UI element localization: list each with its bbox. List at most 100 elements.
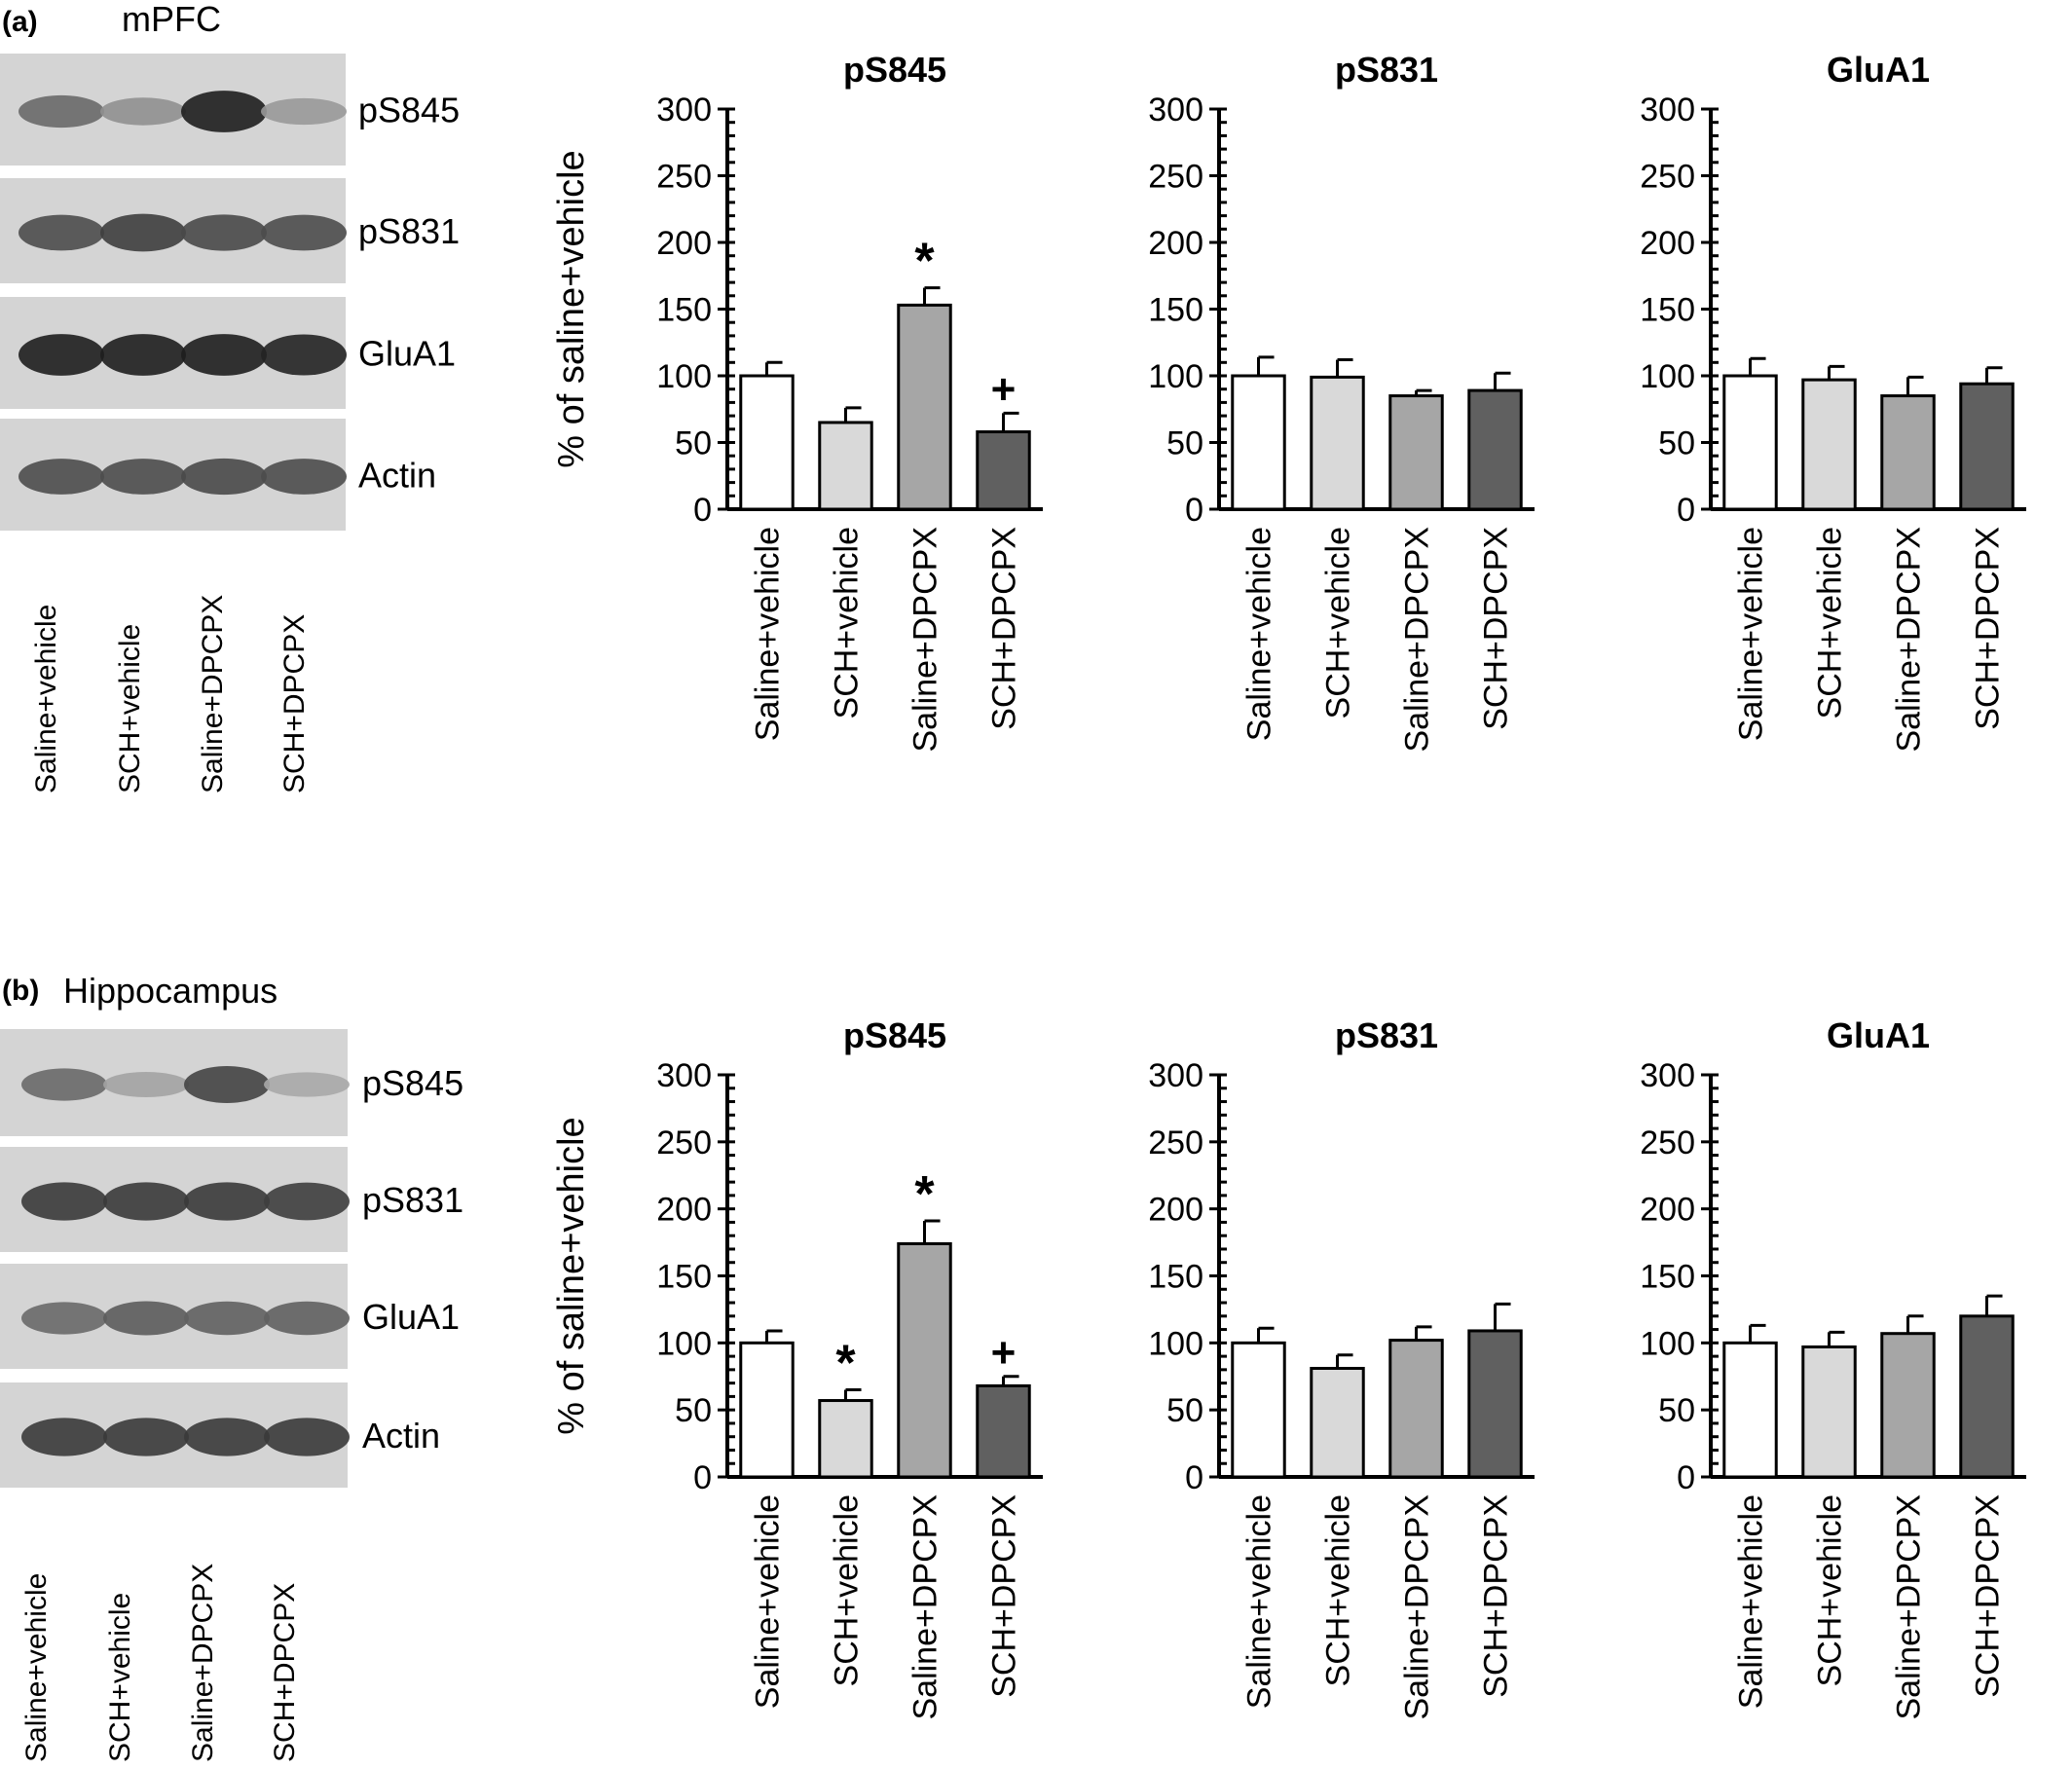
y-tick-label: 150 [1148, 1259, 1203, 1296]
bar [818, 421, 873, 511]
blot-row-glua1: GluA1 [0, 297, 456, 409]
blot-band [100, 459, 186, 495]
blot-band [184, 1418, 270, 1456]
blot-band [184, 1066, 270, 1103]
y-tick-label: 200 [1640, 225, 1695, 262]
bar [1959, 1314, 2015, 1479]
y-tick-label: 200 [1148, 1192, 1203, 1229]
y-tick-label: 250 [656, 1124, 712, 1161]
chart-title: pS831 [1335, 1015, 1438, 1055]
region-label: mPFC [122, 0, 221, 39]
y-tick-label: 100 [656, 1325, 712, 1362]
blot-band [261, 214, 347, 251]
blot-band [100, 334, 186, 376]
y-tick-label: 100 [1640, 1325, 1695, 1362]
panel-label: (b) [2, 975, 39, 1007]
y-tick-label: 150 [1640, 1259, 1695, 1296]
y-tick-label: 150 [656, 292, 712, 329]
chart-title: GluA1 [1827, 50, 1930, 90]
x-tick-label: Saline+DPCPX [1891, 527, 1928, 753]
bar [1722, 1341, 1778, 1479]
blot-band [21, 1418, 107, 1456]
blot-label: pS845 [362, 1063, 463, 1103]
y-tick-label: 250 [1148, 159, 1203, 196]
region-label: Hippocampus [63, 971, 278, 1011]
y-tick-label: 200 [1148, 225, 1203, 262]
y-tick-label: 250 [1148, 1124, 1203, 1161]
lane-label: Saline+vehicle [30, 605, 62, 793]
x-tick-label: Saline+vehicle [750, 527, 787, 741]
x-tick-label: SCH+DPCPX [1970, 527, 2007, 730]
blot-band [181, 214, 267, 251]
lane-label: SCH+DPCPX [269, 1583, 301, 1762]
y-tick-label: 50 [675, 425, 712, 462]
significance-mark: * [914, 1166, 935, 1223]
bar [1388, 1339, 1444, 1479]
chart-ps845-a: pS845 0 50 100 150 200 250 300 % of saline+vehic… [551, 50, 1043, 753]
chart-ps845-b: pS845 0 50 100 150 200 250 300 % of saline+vehic… [551, 1015, 1043, 1720]
y-tick-label: 150 [1148, 292, 1203, 329]
x-tick-label: Saline+DPCPX [1399, 527, 1436, 753]
blot-label: GluA1 [362, 1297, 460, 1337]
blot-band [184, 1301, 270, 1336]
bar [897, 1241, 952, 1479]
x-tick-label: SCH+vehicle [1812, 1494, 1849, 1686]
lane-label: SCH+vehicle [104, 1593, 136, 1762]
bar [739, 1341, 795, 1479]
blot-label: pS831 [362, 1180, 463, 1220]
y-tick-label: 0 [693, 1459, 712, 1496]
x-tick-label: Saline+vehicle [1733, 1494, 1770, 1709]
blot-label: GluA1 [358, 334, 456, 374]
bar [897, 303, 952, 511]
y-tick-label: 250 [1640, 159, 1695, 196]
y-tick-label: 0 [1677, 492, 1695, 529]
y-tick-label: 0 [1185, 1459, 1203, 1496]
significance-mark: + [991, 365, 1017, 413]
x-tick-label: SCH+DPCPX [986, 1494, 1023, 1698]
y-tick-label: 200 [656, 1192, 712, 1229]
x-tick-label: Saline+DPCPX [907, 1494, 944, 1720]
blot-band [181, 458, 267, 496]
blot-band [264, 1301, 350, 1336]
y-tick-label: 0 [693, 492, 712, 529]
blot-band [264, 1418, 350, 1456]
blot-band [264, 1072, 350, 1097]
y-tick-label: 50 [1166, 425, 1203, 462]
lane-label: Saline+DPCPX [197, 595, 229, 793]
bar [1959, 382, 2015, 511]
y-tick-label: 300 [1640, 92, 1695, 129]
blot-label: pS845 [358, 91, 460, 130]
blot-row-glua1: GluA1 [0, 1264, 460, 1369]
blot-band [21, 1182, 107, 1221]
blot-row-ps845: pS845 [0, 54, 460, 166]
bar [1880, 394, 1936, 511]
y-tick-label: 50 [1166, 1392, 1203, 1429]
blot-band [103, 1072, 189, 1097]
blot-row-ps831: pS831 [0, 1147, 463, 1252]
blot-band [264, 1182, 350, 1221]
x-tick-label: SCH+DPCPX [986, 527, 1023, 730]
y-axis-label: % of saline+vehicle [551, 1117, 592, 1434]
blot-row-actin: Actin [0, 1382, 440, 1488]
chart-title: pS831 [1335, 50, 1438, 90]
chart-title: pS845 [843, 1015, 946, 1055]
chart-ps831-b: pS831 0 50 100 150 200 250 300 Saline+vehicle SCH… [1148, 1015, 1535, 1720]
blot-band [18, 94, 104, 129]
bar [1467, 1329, 1523, 1479]
x-tick-label: Saline+DPCPX [907, 527, 944, 753]
chart-glua1-a: GluA1 0 50 100 150 200 250 300 Saline+vehicle SCH… [1640, 50, 2026, 753]
bar [818, 1399, 873, 1479]
chart-title: pS845 [843, 50, 946, 90]
blot-row-ps831: pS831 [0, 178, 460, 283]
bar [1801, 378, 1857, 511]
blot-band [261, 459, 347, 495]
bar [1801, 1345, 1857, 1479]
y-tick-label: 200 [1640, 1192, 1695, 1229]
lane-label: SCH+vehicle [114, 624, 146, 793]
panel-a: (a) mPFC pS845 pS831 GluA1 Actin Saline+vehicl… [0, 0, 2026, 793]
y-tick-label: 300 [656, 92, 712, 129]
x-tick-label: SCH+DPCPX [1970, 1494, 2007, 1698]
y-tick-label: 150 [656, 1259, 712, 1296]
blot-label: Actin [358, 456, 436, 496]
blot-band [103, 1182, 189, 1221]
